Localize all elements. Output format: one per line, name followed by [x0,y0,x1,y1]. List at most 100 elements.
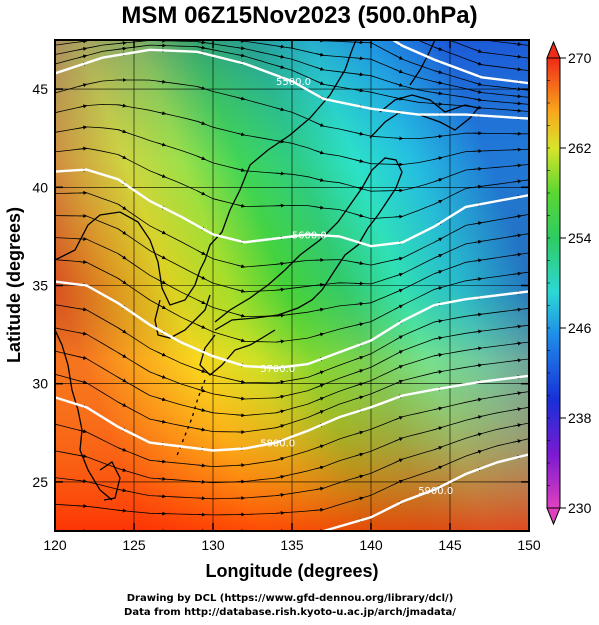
wind-arrow [157,111,167,116]
wind-arrow [513,101,522,106]
wind-arrow [355,452,364,457]
wind-arrow [118,103,127,108]
wind-arrow [434,286,443,291]
streamline [55,422,529,500]
wind-arrow [157,419,167,424]
wind-arrow [276,107,285,112]
coastline-mainland-asia [55,40,357,306]
y-tick-label: 25 [32,474,48,490]
contour-label: 5800.0 [260,439,295,450]
y-axis-label: Latitude (degrees) [4,207,24,363]
colorbar: 270 262 254 246 238 230 [546,40,592,526]
wind-arrow [276,261,285,266]
wind-arrow [79,34,87,35]
streamline [55,304,529,384]
wind-arrow [434,91,443,96]
streamline [55,324,529,400]
y-tick-label: 35 [32,278,48,294]
wind-arrow [236,313,246,318]
wind-arrow [157,79,167,84]
wind-arrow [276,510,285,515]
wind-arrow [118,154,127,159]
wind-arrow [118,46,127,51]
wind-arrow [118,37,126,38]
wind-arrow [473,329,483,334]
wind-arrow [434,134,443,139]
wind-arrow [394,380,404,385]
wind-arrow [276,492,285,497]
wind-arrow [236,168,246,172]
streamline [55,103,529,165]
wind-arrow [473,346,483,351]
wind-arrow [513,87,522,92]
wind-arrow [315,383,325,388]
wind-arrow [315,150,325,155]
wind-arrow [513,271,522,276]
wind-arrow [513,391,522,396]
wind-arrow [394,458,404,464]
wind-arrow [434,336,443,341]
wind-arrow [434,369,443,374]
wind-arrow [473,97,483,102]
wind-arrow [513,94,522,99]
wind-arrow [118,377,127,383]
streamline [55,215,529,293]
coastline-shikoku-kyushu [199,329,276,376]
x-tick-label: 150 [517,537,541,553]
x-tick-label: 135 [280,537,304,553]
wind-arrow [315,444,325,449]
x-axis-ticks: 120 125 130 135 140 145 150 [43,40,541,553]
chart-title: MSM 06Z15Nov2023 (500.0hPa) [121,2,478,29]
wind-arrow [355,159,364,163]
contour-label: 5700.0 [260,364,295,375]
wind-arrow [118,447,127,452]
wind-arrow [513,358,522,363]
wind-arrow [315,66,325,71]
wind-arrow [473,397,483,402]
wind-arrow [434,178,443,183]
wind-arrow [118,401,127,407]
wind-arrow [117,278,127,285]
wind-arrow [157,351,167,357]
wind-arrow [276,394,285,399]
wind-arrow [513,423,522,428]
streamline [55,259,529,343]
wind-arrow [355,322,364,327]
wind-arrow [197,388,206,393]
wind-arrow [473,184,483,189]
wind-arrow [276,54,285,59]
wind-arrow [473,166,483,171]
wind-arrow [394,335,404,341]
x-tick-label: 140 [359,537,383,553]
colorbar-bottom-triangle [546,507,561,526]
wind-arrow [513,214,522,219]
wind-arrow [236,338,246,343]
wind-arrow [236,264,246,269]
y-tick-label: 40 [32,179,48,195]
wind-arrow [394,136,404,141]
wind-arrow [473,239,483,244]
wind-arrow [434,426,443,431]
wind-arrow [394,304,404,310]
height-contour [390,40,529,85]
credit-data: Data from http://database.rish.kyoto-u.a… [124,607,456,618]
wind-arrow [355,261,364,266]
wind-arrow [355,355,364,360]
wind-arrow [117,352,127,358]
wind-arrow [355,369,364,374]
x-tick-label: 130 [201,537,225,553]
wind-arrow [236,46,246,51]
wind-arrow [276,409,285,414]
wind-arrow [78,380,88,384]
contour-label: 5600.0 [292,230,327,241]
wind-arrow [434,465,443,471]
wind-arrow [394,479,404,485]
coastline-korea [154,294,211,339]
height-contour [55,48,529,120]
wind-arrow [434,446,443,451]
wind-arrow [473,48,483,53]
wind-arrow [434,270,443,275]
streamline [55,341,529,416]
streamline [55,237,529,317]
wind-arrow [473,363,483,368]
